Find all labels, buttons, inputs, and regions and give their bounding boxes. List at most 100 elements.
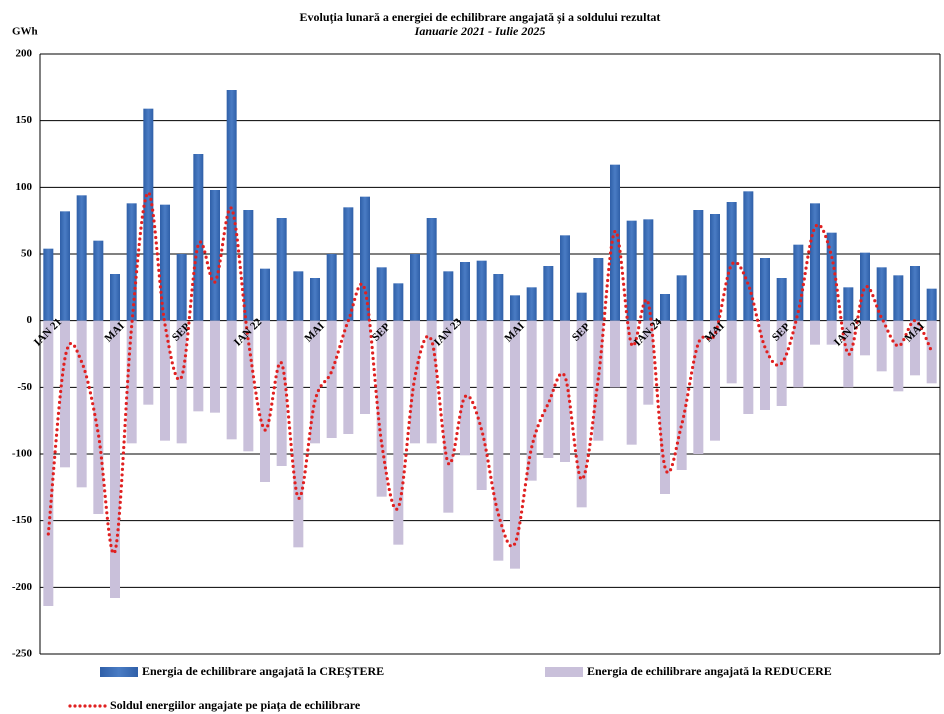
bar: [60, 211, 70, 321]
bar: [626, 220, 637, 321]
bar: [110, 274, 120, 321]
bar: [643, 219, 654, 321]
bar: [910, 320, 920, 376]
bar: [826, 232, 837, 321]
bar: [210, 320, 220, 413]
bar: [293, 320, 304, 548]
bar: [360, 320, 370, 414]
bar: [776, 278, 787, 321]
bar: [443, 320, 454, 513]
bar: [826, 320, 837, 345]
legend-swatch: [545, 667, 583, 677]
bar: [310, 320, 320, 444]
bar: [460, 262, 470, 321]
bar: [43, 248, 54, 321]
bar: [626, 320, 637, 445]
bar: [526, 287, 537, 321]
legend-label: Energia de echilibrare angajată la REDUC…: [587, 664, 832, 678]
bar: [760, 320, 770, 410]
bar: [543, 320, 554, 458]
legend-label: Soldul energiilor angajate pe piața de e…: [110, 698, 361, 713]
bar: [876, 267, 887, 321]
bar: [843, 287, 854, 321]
bar: [260, 268, 270, 321]
bar: [676, 275, 687, 321]
y-tick-label: 50: [21, 248, 33, 260]
bar: [660, 294, 670, 321]
y-tick-label: -250: [12, 648, 33, 660]
bar: [393, 283, 404, 321]
bar: [376, 320, 387, 497]
bar: [510, 320, 520, 569]
y-tick-label: -200: [12, 581, 33, 593]
bar: [526, 320, 537, 481]
bar: [593, 320, 604, 441]
bar: [876, 320, 887, 372]
legend-swatch: [100, 667, 138, 677]
bar: [710, 214, 720, 321]
bar: [910, 266, 920, 321]
bar: [410, 320, 420, 444]
bar: [143, 108, 154, 321]
bar: [126, 320, 137, 444]
bar: [93, 320, 104, 514]
x-tick-label: SEP: [370, 321, 393, 344]
bar: [193, 320, 204, 412]
bar: [326, 254, 337, 321]
bar: [660, 320, 670, 494]
bar: [576, 320, 587, 508]
bar: [576, 292, 587, 321]
bar: [60, 320, 70, 468]
bar: [426, 320, 437, 444]
bar: [710, 320, 720, 441]
bar: [693, 210, 704, 321]
bar: [510, 295, 520, 321]
bar: [476, 320, 487, 490]
bar: [343, 320, 354, 434]
bar: [610, 164, 620, 321]
bar: [160, 320, 170, 441]
chart-subtitle: Ianuarie 2021 - Iulie 2025: [414, 24, 546, 38]
bar: [276, 218, 287, 321]
x-tick-label: SEP: [570, 321, 593, 344]
bar: [193, 154, 204, 321]
bar: [610, 320, 620, 388]
bar: [76, 195, 87, 321]
bar: [810, 320, 820, 345]
bar: [460, 320, 470, 456]
bar: [276, 320, 287, 466]
y-tick-label: 100: [16, 181, 33, 193]
bar: [560, 235, 570, 321]
bar: [726, 320, 737, 384]
y-tick-label: -100: [12, 448, 33, 460]
chart-title: Evoluția lunară a energiei de echilibrar…: [300, 10, 661, 25]
y-tick-label: 150: [16, 114, 33, 126]
bar: [843, 320, 854, 388]
bar: [643, 320, 654, 405]
bar: [43, 320, 54, 606]
bar: [176, 320, 187, 444]
bar: [560, 320, 570, 462]
bar: [493, 274, 504, 321]
bar: [476, 260, 487, 321]
bar: [793, 244, 804, 321]
bar: [593, 258, 604, 321]
y-tick-label: -150: [12, 514, 33, 526]
y-tick-label: 0: [27, 314, 33, 326]
bar: [760, 258, 770, 321]
bar: [410, 254, 420, 321]
bar: [393, 320, 404, 545]
bar: [893, 320, 904, 392]
bar: [143, 320, 154, 405]
bar: [376, 267, 387, 321]
bar: [93, 240, 104, 321]
bar: [860, 320, 870, 356]
bar: [543, 266, 554, 321]
bar: [726, 202, 737, 321]
bar: [926, 288, 937, 321]
bar: [293, 271, 304, 321]
bar: [793, 320, 804, 388]
bar: [493, 320, 504, 561]
bar: [443, 271, 454, 321]
